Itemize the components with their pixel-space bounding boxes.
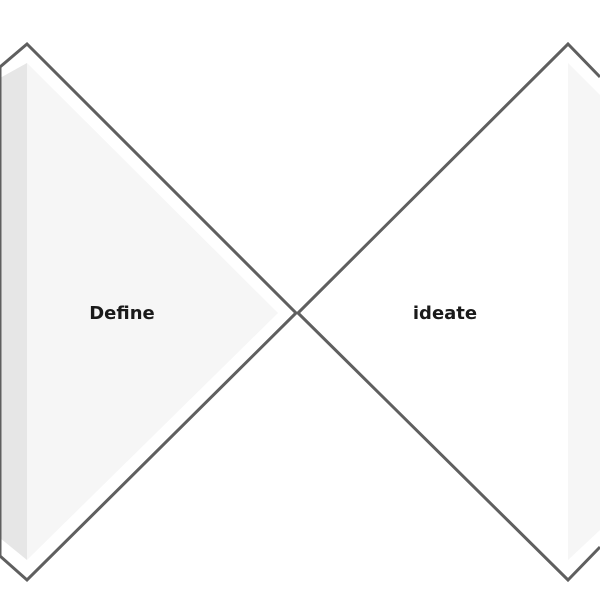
define-diamond-shade bbox=[0, 63, 27, 560]
define-diamond-outline bbox=[0, 41, 299, 583]
define-diamond-fill bbox=[27, 63, 278, 560]
define-label: Define bbox=[89, 303, 155, 324]
ideate-label: ideate bbox=[412, 303, 478, 324]
ideate-diamond-outline bbox=[295, 41, 600, 583]
ideate-diamond-fill bbox=[568, 63, 600, 560]
